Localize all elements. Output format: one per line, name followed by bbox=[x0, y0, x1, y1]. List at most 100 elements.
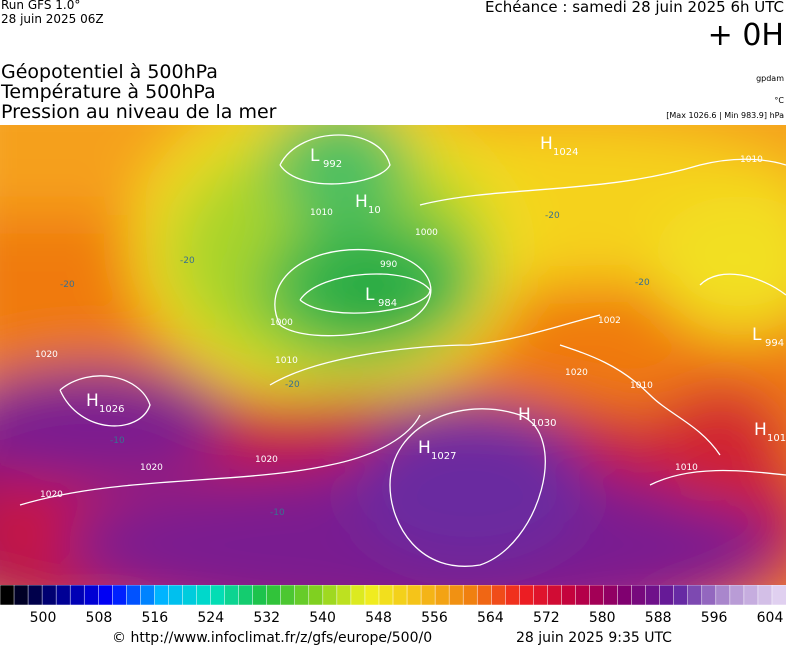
colorbar-cell bbox=[224, 585, 240, 606]
center-value: 994 bbox=[765, 338, 784, 349]
colorbar-label: 500 bbox=[30, 610, 57, 626]
colorbar-cell bbox=[0, 585, 15, 606]
colorbar-cell bbox=[55, 585, 71, 606]
colorbar-label: 580 bbox=[589, 610, 616, 626]
echeance: Echéance : samedi 28 juin 2025 6h UTC bbox=[485, 0, 784, 16]
colorbar: 500 508 516 524 532 540 548 556 564 572 580 588 596 6… bbox=[0, 585, 786, 626]
footer-date: 28 juin 2025 9:35 UTC bbox=[516, 630, 672, 646]
colorbar-cell bbox=[715, 585, 731, 606]
colorbar-cell bbox=[308, 585, 324, 606]
center-value: 101 bbox=[767, 433, 786, 444]
colorbar-label: 564 bbox=[477, 610, 504, 626]
colorbar-cell bbox=[617, 585, 633, 606]
colorbar-cell bbox=[561, 585, 577, 606]
colorbar-cell bbox=[336, 585, 352, 606]
isobar-label: 1020 bbox=[255, 455, 278, 465]
isobar-label: 1010 bbox=[740, 155, 763, 165]
colorbar-cell bbox=[673, 585, 689, 606]
center-value: 984 bbox=[378, 298, 397, 309]
center-letter: L bbox=[310, 146, 320, 166]
colorbar-cell bbox=[126, 585, 142, 606]
run: Run GFS 1.0° bbox=[1, 0, 81, 12]
colorbar-cell bbox=[603, 585, 619, 606]
colorbar-cell bbox=[687, 585, 703, 606]
colorbar-label: 604 bbox=[757, 610, 784, 626]
colorbar-label: 588 bbox=[645, 610, 672, 626]
isotherm-label: -20 bbox=[545, 211, 560, 221]
colorbar-cell bbox=[266, 585, 282, 606]
isotherm-label: -10 bbox=[110, 436, 125, 446]
center-letter: H bbox=[418, 438, 431, 458]
unit-pressure: [Max 1026.6 | Min 983.9] hPa bbox=[666, 111, 784, 120]
center-value: 992 bbox=[323, 159, 342, 170]
isobar-label: 1010 bbox=[310, 208, 333, 218]
colorbar-cell bbox=[659, 585, 675, 606]
isotherm-label: -20 bbox=[285, 380, 300, 390]
colorbar-cell bbox=[729, 585, 745, 606]
colorbar-cell bbox=[168, 585, 184, 606]
isotherm-label: -10 bbox=[270, 508, 285, 518]
center-value: 1024 bbox=[553, 147, 578, 158]
center-letter: H bbox=[355, 192, 368, 212]
colorbar-label: 524 bbox=[197, 610, 224, 626]
colorbar-cell bbox=[196, 585, 212, 606]
center-letter: H bbox=[518, 405, 531, 425]
center-letter: H bbox=[754, 420, 767, 440]
isobar-label: 1010 bbox=[275, 356, 298, 366]
colorbar-label: 596 bbox=[701, 610, 728, 626]
colorbar-cell bbox=[631, 585, 647, 606]
colorbar-cell bbox=[13, 585, 29, 606]
center-letter: L bbox=[365, 285, 375, 305]
isobar-label: 1000 bbox=[270, 318, 293, 328]
isobar-label: 1020 bbox=[140, 463, 163, 473]
center-value: 1030 bbox=[531, 418, 556, 429]
colorbar-cell bbox=[210, 585, 226, 606]
title-2: Température à 500hPa bbox=[1, 81, 216, 103]
colorbar-label: 556 bbox=[421, 610, 448, 626]
center-letter: L bbox=[752, 325, 762, 345]
colorbar-cell bbox=[364, 585, 380, 606]
colorbar-cell bbox=[757, 585, 773, 606]
colorbar-cell bbox=[322, 585, 338, 606]
colorbar-cell bbox=[98, 585, 114, 606]
colorbar-cell bbox=[392, 585, 408, 606]
colorbar-cell bbox=[420, 585, 436, 606]
colorbar-cell bbox=[533, 585, 549, 606]
field bbox=[0, 125, 786, 585]
colorbar-cell bbox=[701, 585, 717, 606]
title-1: Géopotentiel à 500hPa bbox=[1, 61, 218, 83]
colorbar-cell bbox=[462, 585, 478, 606]
offset: + 0H bbox=[707, 18, 784, 53]
colorbar-cell bbox=[140, 585, 156, 606]
colorbar-cell bbox=[378, 585, 394, 606]
colorbar-label: 532 bbox=[253, 610, 280, 626]
colorbar-cell bbox=[448, 585, 464, 606]
isobar-label: 1020 bbox=[565, 368, 588, 378]
unit-gpdam: gpdam bbox=[756, 74, 784, 83]
isobar-label: 1020 bbox=[40, 490, 63, 500]
colorbar-label: 508 bbox=[86, 610, 113, 626]
isobar-label: 1000 bbox=[415, 228, 438, 238]
isobar-label: 990 bbox=[380, 260, 397, 270]
colorbar-cell bbox=[27, 585, 43, 606]
isobar-label: 1002 bbox=[598, 316, 621, 326]
colorbar-cell bbox=[743, 585, 759, 606]
isotherm-label: -20 bbox=[60, 280, 75, 290]
colorbar-cell bbox=[182, 585, 198, 606]
colorbar-cell bbox=[547, 585, 563, 606]
center-letter: H bbox=[86, 391, 99, 411]
isobars bbox=[19, 134, 786, 567]
colorbar-cell bbox=[280, 585, 296, 606]
unit-temp: °C bbox=[774, 96, 784, 105]
colorbar-cell bbox=[406, 585, 422, 606]
colorbar-cell bbox=[645, 585, 661, 606]
title-3: Pression au niveau de la mer bbox=[1, 101, 277, 123]
isobar-label: 1020 bbox=[35, 350, 58, 360]
colorbar-label: 572 bbox=[533, 610, 560, 626]
colorbar-cell bbox=[505, 585, 521, 606]
colorbar-cell bbox=[575, 585, 591, 606]
isotherm-label: -20 bbox=[635, 278, 650, 288]
run-date: 28 juin 2025 06Z bbox=[1, 12, 104, 26]
